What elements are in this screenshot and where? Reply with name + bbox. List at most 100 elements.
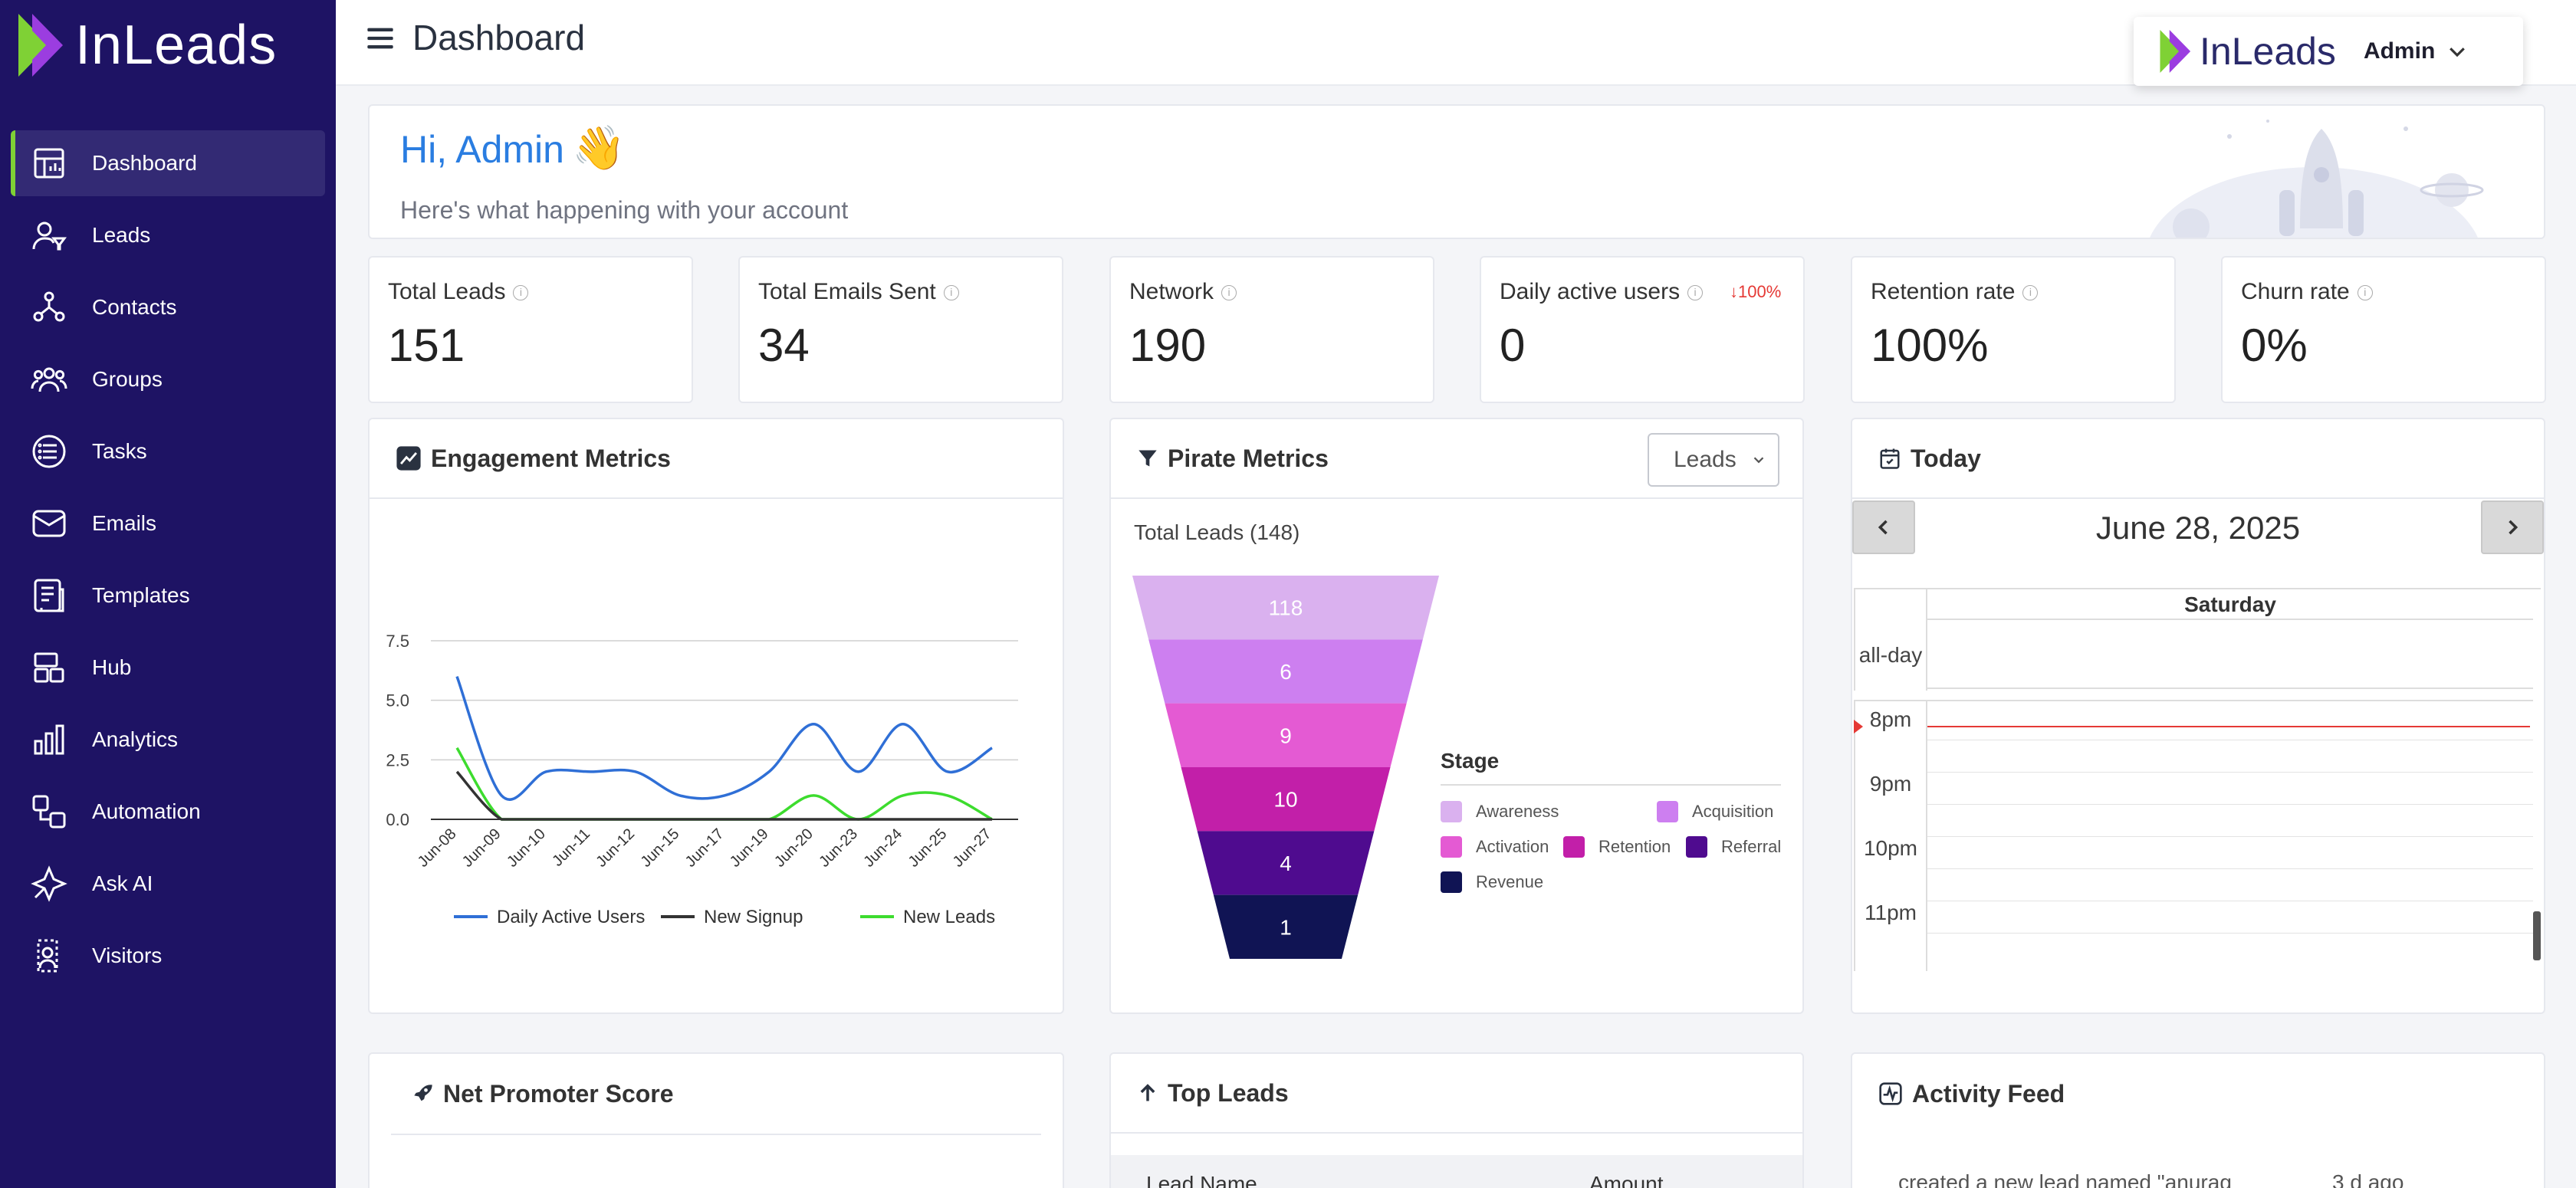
column-header-amount[interactable]: Amount [1589, 1172, 1664, 1188]
legend-item-retention[interactable]: Retention [1563, 836, 1671, 858]
x-tick-label: Jun-15 [638, 825, 683, 871]
sidebar-item-contacts[interactable]: Contacts [11, 274, 325, 340]
funnel-segment-awareness[interactable] [1132, 576, 1439, 640]
user-name: Admin [2363, 38, 2436, 64]
sidebar-nav: Dashboard Leads Contacts Groups Tasks Em… [11, 130, 325, 995]
time-column [1854, 589, 1927, 971]
greeting-title: Hi, Admin 👋 [400, 123, 626, 173]
x-tick-label: Jun-12 [593, 825, 638, 871]
stat-value: 100% [1871, 320, 1989, 371]
legend-title: Stage [1441, 749, 1781, 786]
legend-item[interactable]: Daily Active Users [454, 907, 645, 927]
funnel-segment-acquisition[interactable] [1148, 639, 1423, 704]
y-tick-label: 2.5 [386, 750, 409, 770]
info-icon[interactable]: i [943, 285, 959, 301]
stat-label-text: Network [1129, 279, 1214, 304]
info-icon[interactable]: i [1687, 285, 1704, 301]
sidebar: InLeads Dashboard Leads Contacts Groups … [0, 0, 336, 1188]
sidebar-item-label: Groups [92, 367, 163, 391]
series-line-new-leads[interactable] [455, 747, 993, 821]
sidebar-item-templates[interactable]: Templates [11, 563, 325, 628]
app-logo[interactable]: InLeads [18, 11, 277, 80]
logo-mark-icon [2160, 30, 2191, 73]
sidebar-item-groups[interactable]: Groups [11, 346, 325, 412]
hour-label: 10pm [1863, 836, 1918, 860]
sidebar-item-tasks[interactable]: Tasks [11, 418, 325, 484]
funnel-segment-retention[interactable] [1181, 767, 1391, 832]
sidebar-item-analytics[interactable]: Analytics [11, 707, 325, 773]
sidebar-item-emails[interactable]: Emails [11, 491, 325, 556]
hamburger-menu-icon[interactable] [365, 23, 396, 54]
x-tick-label: Jun-10 [504, 825, 549, 871]
legend-item-referral[interactable]: Referral [1686, 836, 1781, 858]
column-header-lead-name[interactable]: Lead Name [1146, 1172, 1257, 1188]
funnel-value-label: 10 [1273, 788, 1297, 812]
panel-header: Pirate Metrics Leads [1111, 419, 1802, 499]
hub-icon [34, 652, 64, 683]
day-calendar: Saturday all-day 8pm 9pm 10pm 11pm [1854, 588, 2541, 971]
sidebar-item-dashboard[interactable]: Dashboard [11, 130, 325, 196]
legend-label: New Signup [704, 907, 803, 927]
funnel-segment-referral[interactable] [1197, 831, 1375, 895]
series-line-daily-active-users[interactable] [455, 675, 993, 801]
stat-value: 0% [2241, 320, 2308, 371]
next-day-button[interactable] [2481, 500, 2544, 554]
hour-label: 8pm [1869, 707, 1912, 731]
legend-item-activation[interactable]: Activation [1441, 836, 1549, 858]
sidebar-item-hub[interactable]: Hub [11, 635, 325, 701]
stat-label: Daily active users i [1500, 279, 1704, 305]
automation-icon [32, 795, 66, 829]
legend-item-revenue[interactable]: Revenue [1441, 871, 1543, 893]
funnel-value-label: 9 [1280, 724, 1292, 747]
all-day-row[interactable] [1927, 622, 2533, 689]
sidebar-item-leads[interactable]: Leads [11, 202, 325, 268]
contacts-icon [33, 291, 65, 322]
stat-label-text: Total Leads [388, 279, 506, 304]
sidebar-item-visitors[interactable]: Visitors [11, 923, 325, 989]
legend-swatch [1657, 801, 1678, 822]
x-tick-label: Jun-08 [415, 825, 460, 871]
legend-item[interactable]: New Leads [860, 907, 995, 927]
stat-label: Churn rate i [2241, 279, 2373, 305]
sidebar-item-automation[interactable]: Automation [11, 779, 325, 845]
sidebar-item-ask-ai[interactable]: Ask AI [11, 851, 325, 917]
funnel-segment-activation[interactable] [1165, 703, 1407, 767]
calendar-date: June 28, 2025 [2095, 510, 2301, 546]
x-tick-label: Jun-20 [771, 825, 816, 871]
info-icon[interactable]: i [1221, 285, 1237, 301]
hour-label: 9pm [1869, 772, 1912, 796]
stat-label: Total Leads i [388, 279, 529, 305]
rocket-illustration-icon [2150, 120, 2484, 238]
stat-retention-rate: Retention rate i 100% [1851, 256, 2176, 403]
x-tick-label: Jun-27 [950, 825, 995, 871]
legend-item-awareness[interactable]: Awareness [1441, 801, 1559, 822]
legend-item-acquisition[interactable]: Acquisition [1657, 801, 1773, 822]
chevron-left-icon [1878, 520, 1888, 535]
legend-items: Awareness Acquisition Activation Retention R… [1441, 801, 1781, 908]
funnel-segment-revenue[interactable] [1213, 894, 1359, 959]
calendar-scrollbar[interactable] [2533, 911, 2541, 960]
stat-value: 151 [388, 320, 465, 371]
stat-value: 190 [1129, 320, 1207, 371]
x-tick-label: Jun-17 [682, 825, 728, 871]
prev-day-button[interactable] [1852, 500, 1915, 554]
sidebar-item-label: Visitors [92, 944, 163, 967]
info-icon[interactable]: i [2357, 285, 2373, 301]
now-indicator-arrow [1854, 720, 1863, 733]
info-icon[interactable]: i [513, 285, 529, 301]
activity-text[interactable]: created a new lead named "anurag [1898, 1170, 2232, 1188]
panel-header: Today [1852, 419, 2544, 499]
series-line-new-signup[interactable] [455, 770, 992, 821]
legend-item[interactable]: New Signup [661, 907, 803, 927]
pirate-metrics-panel: Pirate Metrics Leads Total Leads (148) 1… [1109, 418, 1804, 1014]
x-tick-label: Jun-23 [816, 825, 861, 871]
sidebar-item-label: Tasks [92, 439, 147, 463]
panel-title: Pirate Metrics [1168, 444, 1329, 472]
info-icon[interactable]: i [2022, 285, 2039, 301]
user-menu[interactable]: InLeads Admin [2134, 17, 2523, 86]
stat-daily-active-users: Daily active users i ↓100% 0 [1480, 256, 1805, 403]
metric-select[interactable]: Leads [1648, 433, 1779, 487]
page-title: Dashboard [412, 18, 586, 57]
stat-churn-rate: Churn rate i 0% [2221, 256, 2546, 403]
